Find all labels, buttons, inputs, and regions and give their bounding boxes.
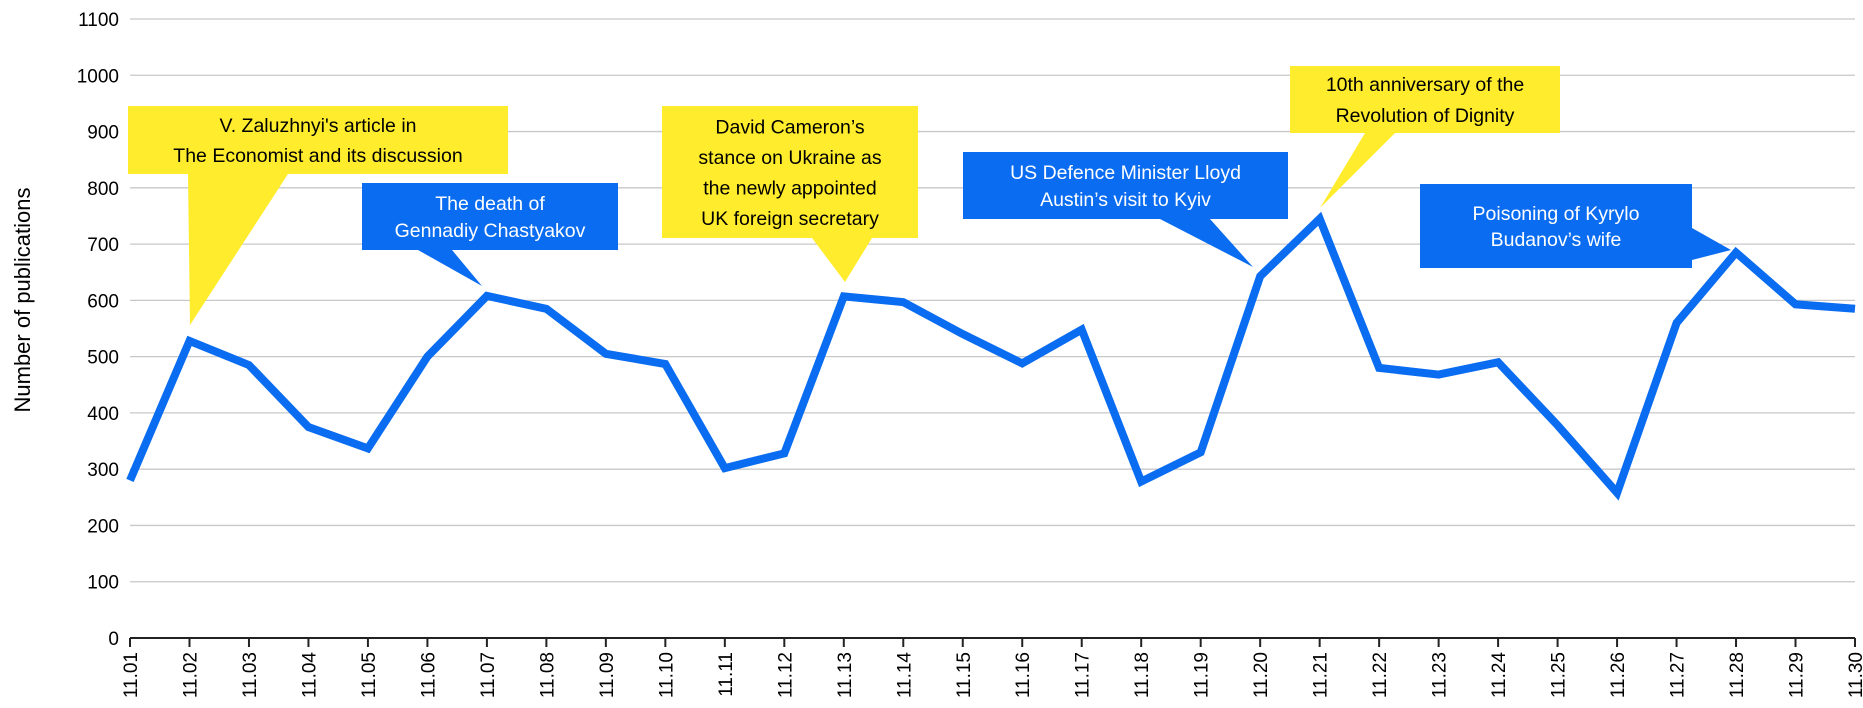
annotation-pointer (418, 250, 482, 286)
x-tick-label: 11.29 (1787, 652, 1808, 698)
x-tick-label: 11.06 (418, 652, 439, 698)
y-tick-label: 100 (87, 573, 119, 594)
x-tick-label: 11.16 (1013, 652, 1034, 698)
annotation-box (963, 152, 1288, 219)
annotation-box (362, 183, 618, 250)
y-tick-label: 200 (87, 516, 119, 537)
annotation-callout: US Defence Minister Lloyd Austin’s visit … (963, 152, 1288, 267)
x-tick-label: 11.05 (359, 652, 380, 698)
x-tick-label: 11.30 (1846, 652, 1863, 698)
x-tick-label: 11.02 (180, 652, 201, 698)
annotation-text: stance on Ukraine as (698, 147, 881, 169)
y-tick-label: 300 (87, 460, 119, 481)
annotation-callout: David Cameron’s stance on Ukraine as the n… (662, 106, 918, 282)
annotation-text: Poisoning of Kyrylo (1473, 203, 1640, 225)
y-tick-label: 0 (108, 629, 119, 650)
y-tick-label: 1100 (78, 10, 119, 31)
x-tick-label: 11.07 (478, 652, 499, 698)
x-axis-ticks: 11.01 11.02 11.03 11.04 11.05 11.06 11.07 11.08… (121, 652, 1863, 699)
annotation-text: The death of (435, 193, 545, 215)
y-tick-label: 900 (87, 123, 119, 144)
annotation-callout: 10th anniversary of the Revolution of Dig… (1290, 66, 1560, 208)
annotation-text: the newly appointed (703, 177, 876, 199)
x-tick-label: 11.22 (1370, 652, 1391, 698)
y-tick-label: 1000 (77, 66, 119, 87)
x-tick-label: 11.19 (1192, 652, 1213, 698)
annotation-callout: Poisoning of Kyrylo Budanov’s wife (1420, 184, 1731, 268)
annotation-text: 10th anniversary of the (1326, 74, 1524, 96)
annotation-text: The Economist and its discussion (173, 145, 462, 167)
annotation-box (128, 106, 508, 174)
annotation-text: David Cameron’s (715, 116, 864, 138)
annotation-pointer (1320, 133, 1395, 208)
annotation-pointer (1692, 228, 1731, 260)
annotation-text: UK foreign secretary (701, 208, 879, 230)
annotation-text: US Defence Minister Lloyd (1010, 162, 1241, 184)
annotation-pointer (812, 238, 872, 282)
x-axis (129, 637, 1856, 647)
x-tick-label: 11.26 (1608, 652, 1629, 698)
x-tick-label: 11.14 (894, 652, 915, 699)
y-axis-label: Number of publications (10, 187, 35, 412)
y-tick-label: 700 (87, 235, 119, 256)
x-tick-label: 11.03 (240, 652, 261, 698)
annotation-text: Austin’s visit to Kyiv (1040, 189, 1211, 211)
annotations: V. Zaluzhnyi's article in The Economist a… (128, 66, 1731, 325)
annotation-box (662, 106, 918, 238)
annotation-box (1290, 66, 1560, 133)
x-tick-label: 11.13 (835, 652, 856, 698)
x-tick-label: 11.28 (1727, 652, 1748, 698)
x-tick-label: 11.24 (1489, 652, 1510, 699)
x-tick-label: 11.12 (775, 652, 796, 698)
annotation-text: Revolution of Dignity (1336, 105, 1515, 127)
x-tick-label: 11.21 (1311, 652, 1332, 698)
x-tick-label: 11.08 (537, 652, 558, 698)
annotation-pointer (1160, 219, 1253, 267)
x-tick-label: 11.04 (299, 652, 320, 699)
y-tick-label: 600 (87, 291, 119, 312)
x-tick-label: 11.18 (1132, 652, 1153, 698)
x-tick-label: 11.10 (656, 652, 677, 698)
x-tick-label: 11.09 (597, 652, 618, 698)
x-tick-label: 11.11 (716, 652, 737, 697)
annotation-text: V. Zaluzhnyi's article in (219, 115, 416, 137)
y-tick-label: 500 (87, 348, 119, 369)
y-tick-label: 400 (87, 404, 119, 425)
y-tick-label: 800 (87, 179, 119, 200)
annotation-callout: V. Zaluzhnyi's article in The Economist a… (128, 106, 508, 325)
x-tick-label: 11.23 (1430, 652, 1451, 698)
y-axis-ticks: 0 100 200 300 400 500 600 700 800 900 1000 1100 (77, 10, 119, 650)
x-tick-label: 11.20 (1251, 652, 1272, 698)
x-tick-label: 11.01 (121, 652, 142, 698)
x-tick-label: 11.25 (1549, 652, 1570, 698)
x-tick-label: 11.27 (1668, 652, 1689, 698)
annotation-pointer (188, 174, 288, 325)
annotation-text: Budanov’s wife (1491, 229, 1622, 251)
series-line (126, 211, 1856, 501)
x-tick-label: 11.15 (954, 652, 975, 698)
x-tick-label: 11.17 (1073, 652, 1094, 698)
annotation-box (1420, 184, 1692, 268)
series-line-path (126, 211, 1856, 501)
annotation-text: Gennadiy Chastyakov (395, 220, 586, 242)
annotation-callout: The death of Gennadiy Chastyakov (362, 183, 618, 286)
